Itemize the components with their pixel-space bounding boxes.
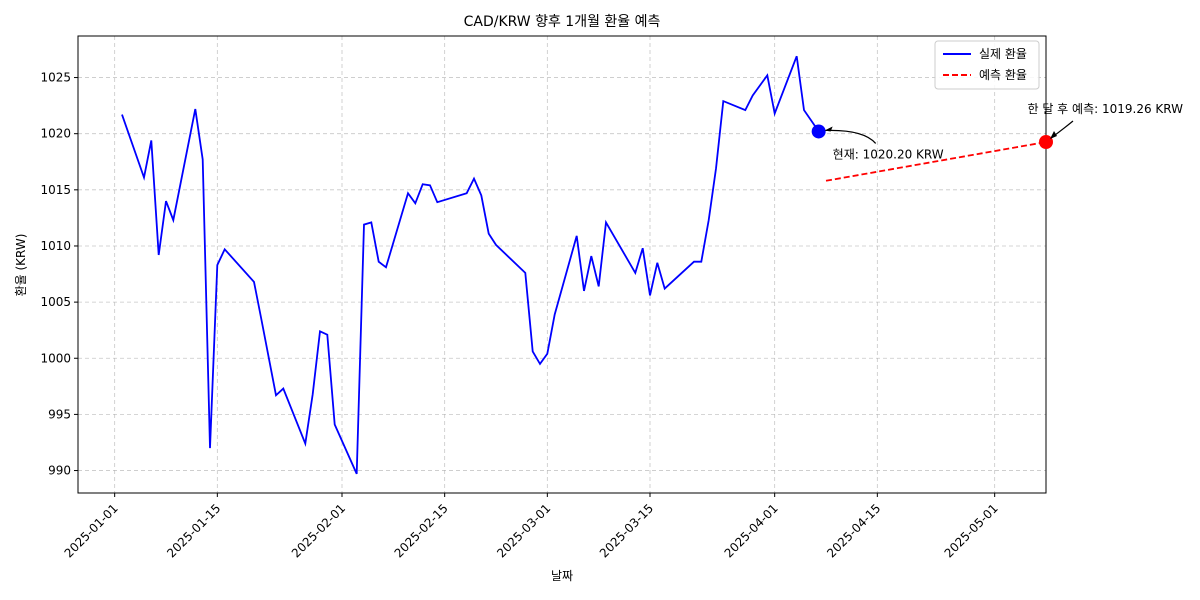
y-tick-label: 995 <box>48 407 71 421</box>
x-tick-label: 2025-01-01 <box>62 501 121 560</box>
forecast-rate-marker <box>1039 134 1053 149</box>
current-annotation-arrowhead <box>824 126 833 132</box>
y-tick-label: 1010 <box>40 239 71 253</box>
x-tick-label: 2025-04-15 <box>824 501 883 560</box>
y-tick-label: 1015 <box>40 183 71 197</box>
forecast-annotation-arrowhead <box>1050 130 1057 139</box>
y-tick-label: 1005 <box>40 295 71 309</box>
x-tick-label: 2025-03-15 <box>597 501 656 560</box>
x-tick-label: 2025-04-01 <box>722 501 781 560</box>
y-tick-label: 990 <box>48 464 71 478</box>
grid <box>78 36 1046 493</box>
x-tick-label: 2025-02-15 <box>392 501 451 560</box>
forecast-rate-annotation: 한 달 후 예측: 1019.26 KRW <box>1027 102 1183 116</box>
y-tick-label: 1025 <box>40 71 71 85</box>
current-rate-marker <box>811 124 826 139</box>
forecast-rate-line <box>825 141 1047 182</box>
current-rate-annotation: 현재: 1020.20 KRW <box>833 147 944 161</box>
x-axis-label: 날짜 <box>551 569 573 583</box>
legend: 실제 환율 예측 환율 <box>934 40 1040 90</box>
x-tick-label: 2025-02-01 <box>289 501 348 560</box>
annotations: 현재: 1020.20 KRW 한 달 후 예측: 1019.26 KRW <box>824 102 1183 161</box>
x-tick-label: 2025-03-01 <box>494 501 553 560</box>
y-axis: 990 995 1000 1005 1010 1015 1020 1025 <box>40 71 78 478</box>
plot-frame <box>77 35 1047 494</box>
actual-rate-line <box>121 55 820 475</box>
x-tick-label: 2025-05-01 <box>942 501 1001 560</box>
y-tick-label: 1020 <box>40 127 71 141</box>
chart-title: CAD/KRW 향후 1개월 환율 예측 <box>464 14 661 30</box>
current-annotation-arrow <box>825 129 877 144</box>
x-tick-label: 2025-01-15 <box>164 501 223 560</box>
y-tick-label: 1000 <box>40 351 71 365</box>
series-layer <box>121 55 1047 475</box>
markers <box>811 124 1053 149</box>
legend-label-actual: 실제 환율 <box>979 47 1027 61</box>
legend-label-forecast: 예측 환율 <box>979 68 1027 82</box>
y-axis-label: 환율 (KRW) <box>14 234 28 297</box>
x-axis: 2025-01-01 2025-01-15 2025-02-01 2025-02-15… <box>62 493 1001 560</box>
